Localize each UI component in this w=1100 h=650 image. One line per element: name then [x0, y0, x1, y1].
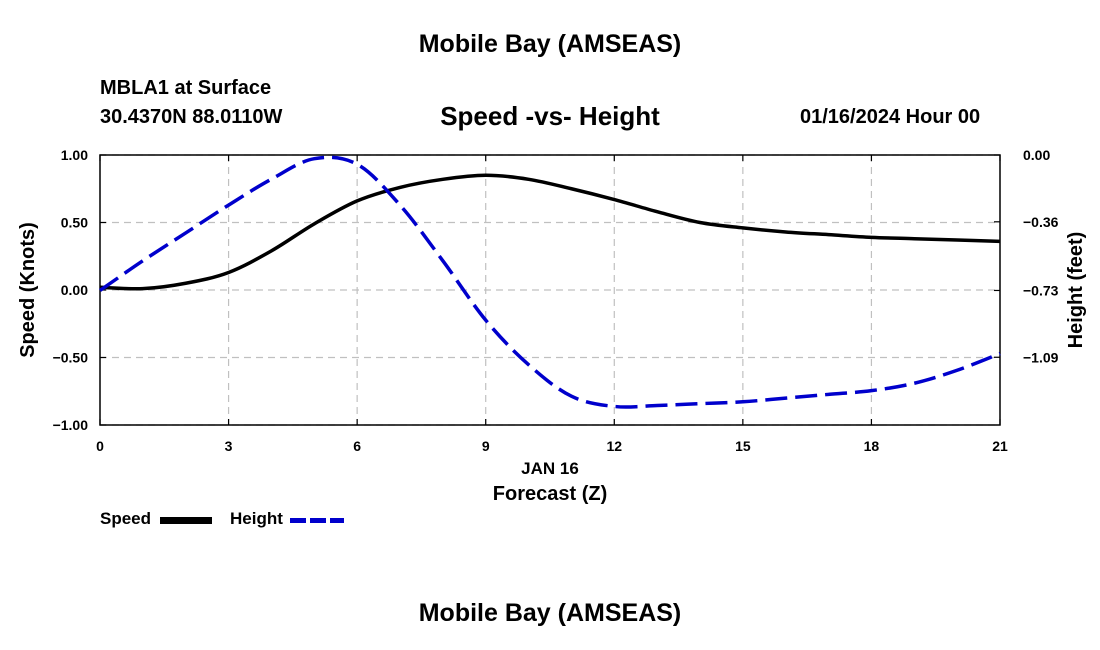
x-tick-label: 6	[353, 438, 361, 454]
y-right-axis-title: Height (feet)	[1065, 232, 1087, 349]
y-left-tick-label: 0.00	[61, 282, 88, 298]
y-left-tick-label: −1.00	[53, 417, 89, 433]
x-tick-label: 18	[864, 438, 880, 454]
x-axis-date-label: JAN 16	[521, 459, 579, 478]
y-left-tick-label: 1.00	[61, 147, 88, 163]
x-tick-label: 3	[225, 438, 233, 454]
y-right-tick-label: −0.36	[1023, 214, 1059, 230]
legend-speed-swatch	[160, 517, 212, 524]
station-coordinates: 30.4370N 88.0110W	[100, 106, 283, 128]
x-tick-label: 15	[735, 438, 751, 454]
footer-title: Mobile Bay (AMSEAS)	[418, 599, 682, 627]
legend-speed-label: Speed	[100, 509, 152, 528]
series-line-speed	[99, 173, 1001, 291]
legend-height-label: Height	[230, 509, 283, 528]
series-layer	[99, 155, 1001, 409]
y-left-tick-label: −0.50	[53, 350, 89, 366]
legend-height-swatch	[290, 518, 344, 523]
y-right-tick-label: −1.09	[1023, 349, 1059, 365]
x-axis-title: Forecast (Z)	[493, 483, 607, 505]
chart-subtitle: Speed -vs- Height	[440, 101, 660, 131]
series-line-height	[99, 155, 1001, 409]
y-right-tick-label: −0.73	[1023, 282, 1059, 298]
x-tick-label: 12	[606, 438, 622, 454]
y-left-tick-label: 0.50	[61, 215, 88, 231]
chart-title: Mobile Bay (AMSEAS)	[418, 30, 682, 58]
axis-labels: 0 3 6 9 12 15 18 21 1.00 0.50 0.00 −0.50 −1.00 0.00 −0…	[17, 147, 1087, 505]
y-right-tick-label: 0.00	[1023, 147, 1050, 163]
y-left-axis-title: Speed (Knots)	[17, 222, 39, 358]
forecast-datetime: 01/16/2024 Hour 00	[800, 106, 981, 128]
x-tick-label: 0	[96, 438, 104, 454]
station-label: MBLA1 at Surface	[100, 77, 272, 99]
x-tick-label: 9	[482, 438, 490, 454]
x-tick-label: 21	[992, 438, 1008, 454]
